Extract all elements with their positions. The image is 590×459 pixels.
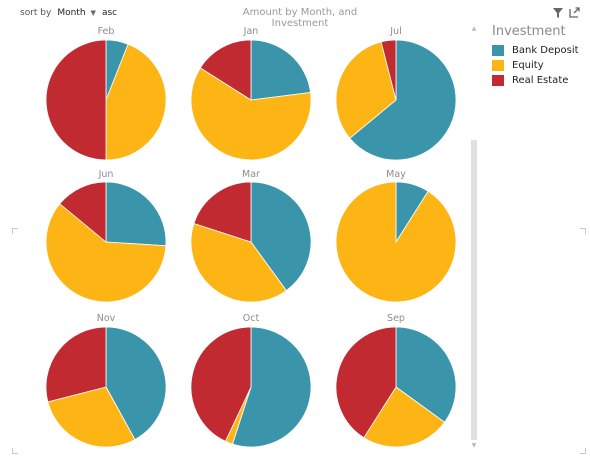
legend: Investment Bank Deposit Equity Real Esta… [492,24,579,88]
legend-swatch-equity [492,60,504,71]
pie-slice-sep-bank-deposit[interactable] [395,326,457,423]
pie-label-mar: Mar [242,169,260,180]
pie-slice-sep-real-estate[interactable] [335,326,397,439]
pie-chart-grid: Feb Jan Jul Jun Mar May Nov Oct Sep [45,26,457,448]
pie-label-sep: Sep [387,313,405,324]
pie-slice-mar-bank-deposit[interactable] [250,181,312,292]
pie-slice-may-equity[interactable] [335,181,457,303]
pie-slice-nov-equity[interactable] [47,386,136,448]
pie-label-jan: Jan [243,26,259,37]
filter-icon[interactable] [552,7,564,19]
sort-field-dropdown[interactable]: Month [57,8,86,18]
pie-slice-jun-bank-deposit[interactable] [105,181,167,247]
scrollbar-thumb[interactable] [471,140,477,440]
pie-slice-mar-real-estate[interactable] [193,181,252,243]
legend-swatch-real-estate [492,75,504,86]
chart-title: Amount by Month, and Investment [242,7,358,29]
legend-label-equity: Equity [512,60,544,71]
legend-item-equity[interactable]: Equity [492,58,579,73]
scroll-up-arrow-icon[interactable]: ▲ [471,25,477,32]
frame-corner-top-left [12,228,18,234]
pie-slice-jul-bank-deposit[interactable] [349,39,457,161]
legend-item-real-estate[interactable]: Real Estate [492,73,579,88]
legend-label-bank-deposit: Bank Deposit [512,45,579,56]
pie-label-jul: Jul [389,26,401,37]
dropdown-arrow-icon[interactable]: ▼ [90,9,96,17]
sort-control: sort by Month ▼ asc [20,8,117,18]
frame-corner-bottom-right [580,448,586,454]
focus-mode-icon[interactable] [568,7,580,19]
visual-toolbar [552,7,580,19]
frame-corner-bottom-left [12,448,18,454]
pie-label-nov: Nov [97,313,116,324]
legend-item-bank-deposit[interactable]: Bank Deposit [492,43,579,58]
pie-label-feb: Feb [98,26,115,37]
legend-label-real-estate: Real Estate [512,75,569,86]
scroll-down-arrow-icon[interactable]: ▼ [471,442,477,449]
pie-slice-oct-bank-deposit[interactable] [231,326,312,448]
pie-slice-jan-bank-deposit[interactable] [250,39,311,101]
pie-slice-jul-real-estate[interactable] [380,39,397,101]
pie-slice-feb-equity[interactable] [105,43,167,161]
pie-slice-jun-real-estate[interactable] [59,181,107,243]
pie-label-oct: Oct [243,313,260,324]
pie-label-may: May [386,169,406,180]
pie-slice-jan-equity[interactable] [190,67,312,161]
pie-slice-oct-real-estate[interactable] [190,326,252,442]
pie-slice-jun-equity[interactable] [45,203,167,303]
pie-slice-mar-equity[interactable] [190,222,287,303]
pie-slice-nov-real-estate[interactable] [45,326,107,403]
pie-slice-jul-equity[interactable] [335,41,397,139]
sort-direction-toggle[interactable]: asc [101,8,118,18]
sort-by-label: sort by [20,8,52,18]
legend-title: Investment [492,24,566,39]
legend-swatch-bank-deposit [492,45,504,56]
pie-slice-jan-real-estate[interactable] [199,39,252,101]
pie-slice-sep-equity[interactable] [363,386,446,448]
pie-slice-feb-real-estate[interactable] [45,39,107,161]
frame-corner-top-right [580,228,586,234]
pie-label-jun: Jun [98,169,114,180]
pie-slice-nov-bank-deposit[interactable] [105,326,167,441]
